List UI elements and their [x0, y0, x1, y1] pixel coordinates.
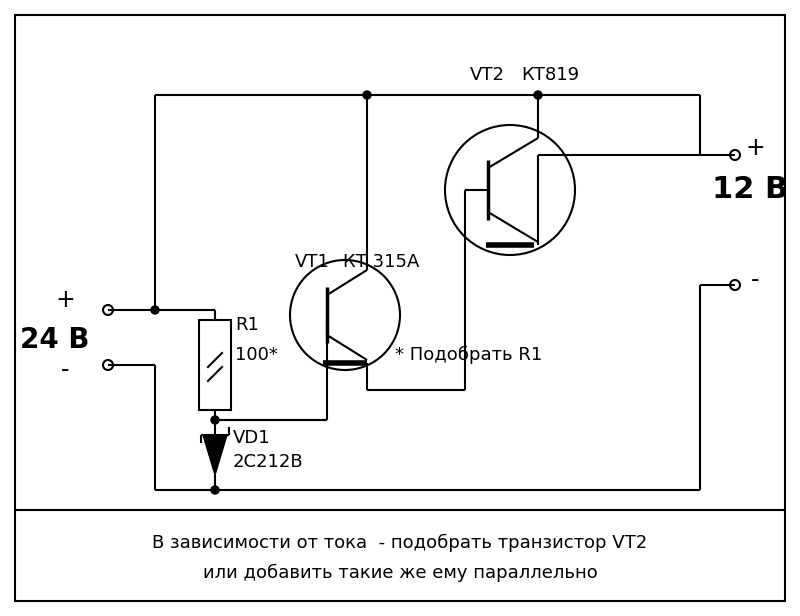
Circle shape — [534, 91, 542, 99]
Text: 100*: 100* — [235, 346, 278, 364]
Text: КТ 315А: КТ 315А — [343, 253, 419, 271]
Text: -: - — [750, 268, 759, 292]
Text: КТ819: КТ819 — [521, 66, 579, 84]
Text: R1: R1 — [235, 316, 259, 334]
Text: * Подобрать R1: * Подобрать R1 — [395, 346, 542, 364]
Text: В зависимости от тока  - подобрать транзистор VT2: В зависимости от тока - подобрать транзи… — [152, 534, 648, 552]
Text: VT2: VT2 — [470, 66, 505, 84]
Text: 2С212В: 2С212В — [233, 453, 304, 471]
Text: VT1: VT1 — [295, 253, 330, 271]
Text: 24 В: 24 В — [20, 326, 90, 354]
Circle shape — [363, 91, 371, 99]
Text: 12 В: 12 В — [712, 176, 788, 205]
Circle shape — [211, 486, 219, 494]
Text: -: - — [61, 358, 70, 382]
Text: +: + — [55, 288, 75, 312]
Bar — [199, 320, 231, 410]
Text: VD1: VD1 — [233, 429, 270, 447]
Text: +: + — [745, 136, 765, 160]
Circle shape — [151, 306, 159, 314]
Circle shape — [211, 416, 219, 424]
Text: или добавить такие же ему параллельно: или добавить такие же ему параллельно — [202, 564, 598, 582]
Polygon shape — [203, 435, 227, 475]
